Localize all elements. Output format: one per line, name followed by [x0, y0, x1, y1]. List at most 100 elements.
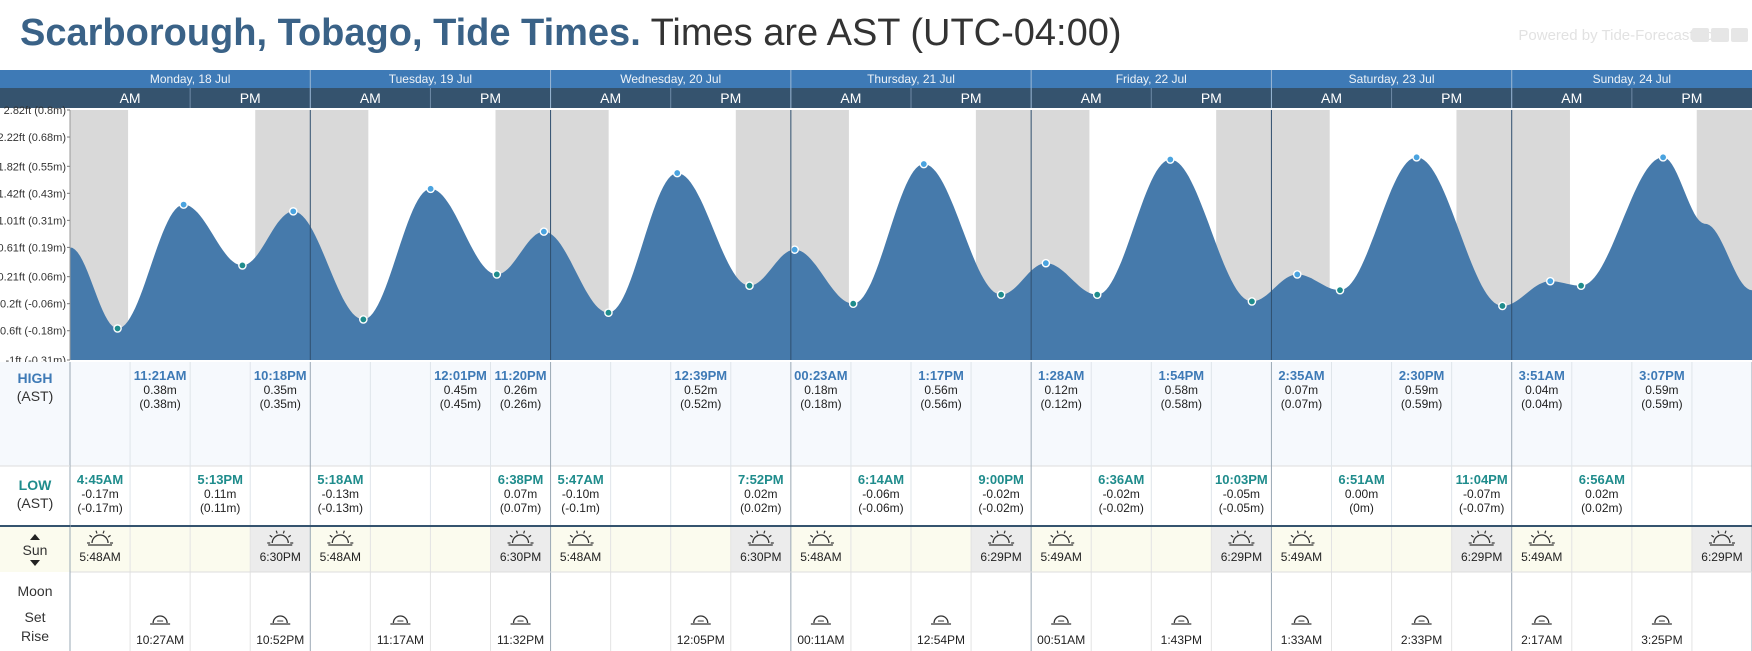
- moon-set-icon: [1651, 615, 1672, 625]
- low-tide-point: [1335, 285, 1345, 295]
- sun-ray: [583, 530, 586, 534]
- moon-rise-time: 11:32PM: [497, 633, 544, 647]
- high-tide-height: 0.52m: [684, 383, 717, 397]
- ampm-header-bar: [0, 88, 1752, 108]
- sunrise-icon: [1288, 530, 1315, 546]
- low-tide-height: 0.11m: [204, 487, 236, 501]
- moon-rise-time: 00:11AM: [797, 633, 844, 647]
- sun-arc: [992, 534, 1010, 544]
- day-label: Sunday, 24 Jul: [1593, 72, 1672, 86]
- timezone-note: Times are AST (UTC-04:00): [650, 12, 1122, 54]
- y-tick-label: 1.82ft (0.55m): [0, 161, 66, 173]
- sun-ray: [756, 530, 759, 534]
- moon-arc: [1173, 615, 1189, 624]
- low-row-label: LOW: [19, 477, 52, 493]
- moon-arc: [1654, 615, 1670, 624]
- high-tide-height-metric: (0.26m): [500, 397, 541, 411]
- low-tide-height: -0.02m: [1103, 487, 1140, 501]
- low-tide-height-metric: (-0.02m): [978, 501, 1023, 515]
- low-tide-height: 0.07m: [504, 487, 537, 501]
- day-label: Friday, 22 Jul: [1116, 72, 1187, 86]
- half-day-label: AM: [1321, 90, 1342, 106]
- low-tide-time: 7:52PM: [738, 472, 784, 487]
- moon-set-time: 3:25PM: [1641, 633, 1682, 647]
- moon-arc: [272, 615, 288, 624]
- high-tide-time: 11:21AM: [134, 368, 187, 383]
- high-tide-time: 00:23AM: [794, 368, 847, 383]
- half-day-label: PM: [240, 90, 261, 106]
- low-tide-height-metric: (-0.02m): [1099, 501, 1144, 515]
- low-tide-height: -0.06m: [862, 487, 899, 501]
- sun-ray: [1724, 530, 1727, 534]
- title-bar: Scarborough, Tobago, Tide Times. Times a…: [0, 0, 1752, 70]
- half-day-label: AM: [1561, 90, 1582, 106]
- sun-arc: [91, 534, 109, 544]
- low-tide-height: -0.13m: [322, 487, 359, 501]
- moon-arc: [512, 615, 529, 624]
- sun-ray: [1056, 530, 1059, 534]
- low-row-background: [0, 466, 1752, 526]
- high-tide-height: 0.45m: [444, 383, 477, 397]
- moon-set-icon: [690, 615, 711, 625]
- moon-rise-time: 00:51AM: [1037, 633, 1085, 647]
- day-label: Monday, 18 Jul: [150, 72, 231, 86]
- day-label: Wednesday, 20 Jul: [620, 72, 721, 86]
- low-tide-point: [1247, 297, 1257, 306]
- moon-rise-time: 1:33AM: [1281, 633, 1322, 647]
- high-tide-point: [1292, 270, 1302, 279]
- sun-ray: [1477, 530, 1480, 534]
- sun-ray: [287, 534, 292, 538]
- high-tide-point: [672, 168, 682, 178]
- day-label: Saturday, 23 Jul: [1349, 72, 1435, 86]
- high-tide-height: 0.18m: [804, 383, 837, 397]
- low-tide-time: 5:13PM: [197, 472, 243, 487]
- low-tide-height: -0.05m: [1223, 487, 1260, 501]
- low-tide-time: 6:56AM: [1579, 472, 1625, 487]
- moon-set-icon: [1171, 615, 1192, 625]
- sun-ray: [102, 530, 105, 534]
- moon-set-time: 12:54PM: [917, 633, 965, 647]
- moon-rise-label: Rise: [21, 628, 49, 644]
- high-tide-time: 2:35AM: [1278, 368, 1324, 383]
- sunset-icon: [747, 530, 774, 546]
- high-tide-height-metric: (0.18m): [800, 397, 841, 411]
- sunrise-icon: [1048, 530, 1075, 546]
- sun-ray: [1309, 534, 1313, 538]
- sun-ray: [523, 530, 526, 534]
- half-day-label: PM: [1441, 90, 1462, 106]
- sun-ray: [275, 530, 278, 534]
- powered-by-link[interactable]: Powered by Tide-Forecast.com: [1518, 27, 1726, 44]
- sunrise-time: 5:48AM: [320, 550, 361, 564]
- low-tide-time: 6:51AM: [1338, 472, 1384, 487]
- low-tide-height: 0.00m: [1345, 487, 1378, 501]
- moon-rise-time: 10:52PM: [256, 633, 304, 647]
- high-tide-time: 1:28AM: [1038, 368, 1084, 383]
- tide-plot-area: [70, 110, 1752, 360]
- sun-ray: [342, 530, 345, 534]
- sun-ray: [329, 534, 333, 538]
- sun-ray: [515, 530, 519, 534]
- low-tide-point: [604, 308, 613, 318]
- y-tick-label: 1.01ft (0.31m): [0, 215, 66, 227]
- high-tide-time: 2:30PM: [1399, 368, 1445, 383]
- day-label: Thursday, 21 Jul: [867, 72, 955, 86]
- high-row-timezone: (AST): [17, 388, 54, 404]
- high-tide-time: 1:54PM: [1159, 368, 1205, 383]
- high-tide-time: 12:39PM: [674, 368, 727, 383]
- high-tide-height: 0.59m: [1645, 383, 1678, 397]
- low-tide-height-metric: (-0.13m): [318, 501, 363, 515]
- sun-ray: [1549, 534, 1553, 538]
- sun-ray: [828, 534, 832, 538]
- day-header-group: Monday, 18 Jul AM PM Tuesday, 19 Jul AM PM Wed…: [0, 70, 1752, 108]
- high-tide-point: [790, 245, 799, 254]
- sun-arc: [1052, 534, 1070, 544]
- low-tide-height: -0.17m: [81, 487, 118, 501]
- sunset-icon: [1228, 530, 1255, 546]
- y-axis: 2.82ft (0.8m) 2.22ft (0.68m) 1.82ft (0.55m…: [0, 105, 71, 367]
- high-tide-point: [1545, 276, 1555, 286]
- half-day-label: PM: [480, 90, 501, 106]
- sun-ray: [1236, 530, 1239, 534]
- low-tide-height: 0.02m: [744, 487, 777, 501]
- sun-ray: [576, 530, 579, 534]
- sun-ray: [1050, 534, 1054, 538]
